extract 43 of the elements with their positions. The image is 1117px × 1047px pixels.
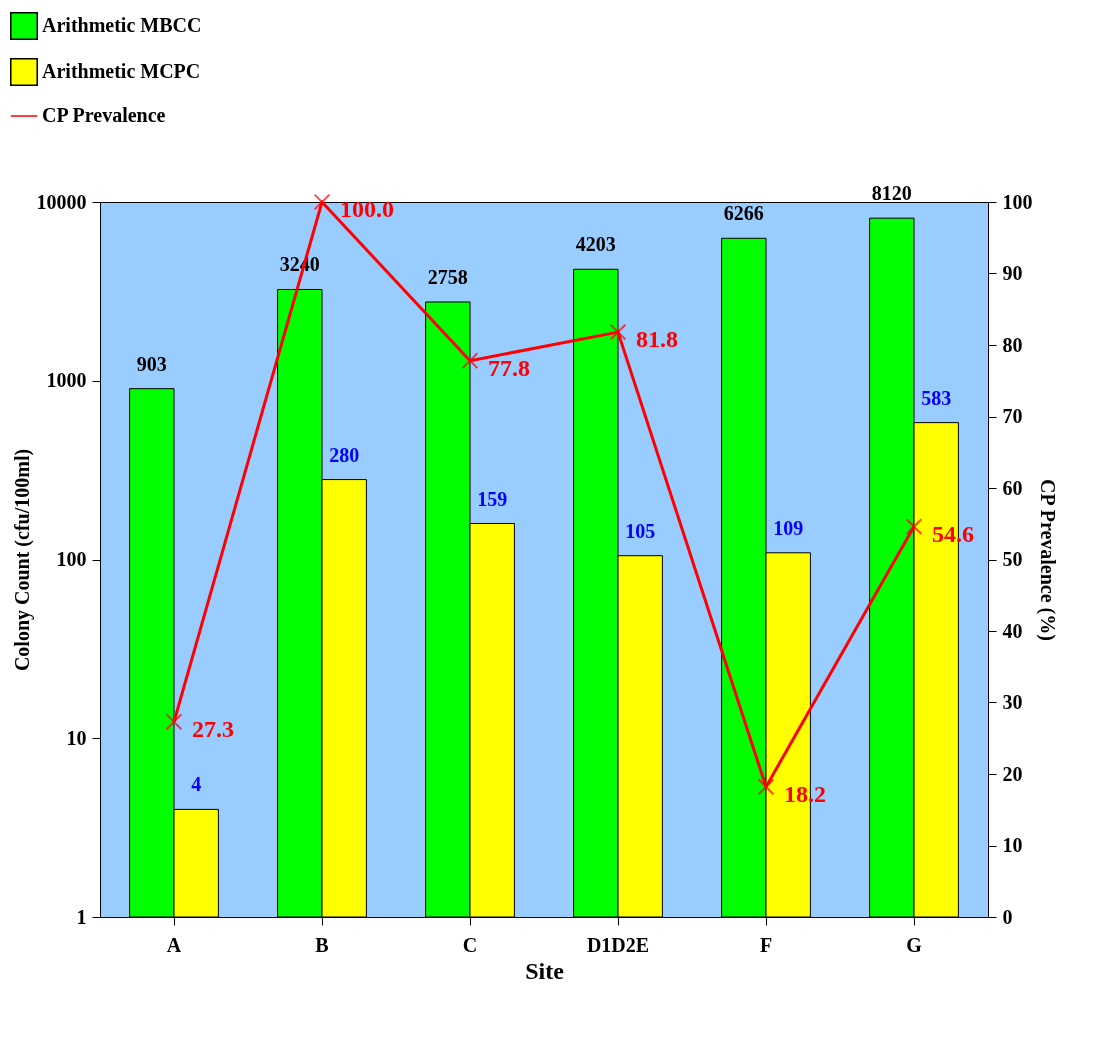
x-axis-title: Site (525, 957, 565, 984)
y-tick-label: 1 (76, 905, 87, 928)
y2-tick-label: 50 (1002, 548, 1023, 570)
data-label: 100.0 (340, 196, 394, 222)
y2-tick-label: 20 (1002, 762, 1023, 785)
data-label: 159 (477, 487, 508, 510)
legend-label: Arithmetic MCPC (42, 60, 201, 82)
y2-tick-label: 10 (1002, 834, 1023, 856)
data-label: 4 (191, 773, 202, 796)
y-tick-label: 10000 (36, 190, 87, 213)
data-label: 6266 (723, 202, 764, 225)
y-tick-label: 100 (56, 548, 87, 570)
data-label: 583 (921, 386, 952, 409)
y-tick-label: 10 (66, 726, 87, 749)
data-label: 2758 (427, 265, 468, 288)
y2-tick-label: 60 (1002, 476, 1023, 499)
y2-axis-title: CP Prevalence (%) (1035, 479, 1059, 641)
data-label: 81.8 (636, 326, 678, 353)
legend-label: Arithmetic MBCC (42, 14, 202, 36)
y2-tick-label: 100 (1002, 190, 1033, 213)
y-axis-title: Colony Count (cfu/100ml) (10, 448, 34, 672)
y2-tick-label: 30 (1002, 691, 1023, 713)
x-tick-label: B (315, 933, 329, 956)
y2-tick-label: 40 (1002, 619, 1023, 642)
legend-label: CP Prevalence (42, 104, 166, 126)
y2-tick-label: 80 (1002, 333, 1023, 356)
x-tick-label: G (906, 933, 923, 956)
x-tick-label: C (462, 933, 478, 956)
data-label: 903 (136, 352, 167, 375)
y-tick-label: 1000 (46, 369, 87, 392)
y2-tick-label: 0 (1002, 905, 1013, 928)
x-tick-label: A (166, 933, 182, 956)
y2-tick-label: 90 (1002, 262, 1023, 284)
data-label: 105 (625, 519, 656, 542)
y2-tick-label: 70 (1002, 405, 1023, 427)
data-label: 27.3 (192, 715, 234, 742)
x-tick-label: D1D2E (586, 933, 650, 956)
data-label: 280 (329, 443, 360, 466)
data-label: 109 (773, 516, 804, 539)
data-label: 4203 (575, 233, 616, 256)
x-tick-label: F (759, 933, 773, 956)
data-label: 77.8 (488, 354, 530, 381)
data-label: 8120 (871, 182, 912, 205)
